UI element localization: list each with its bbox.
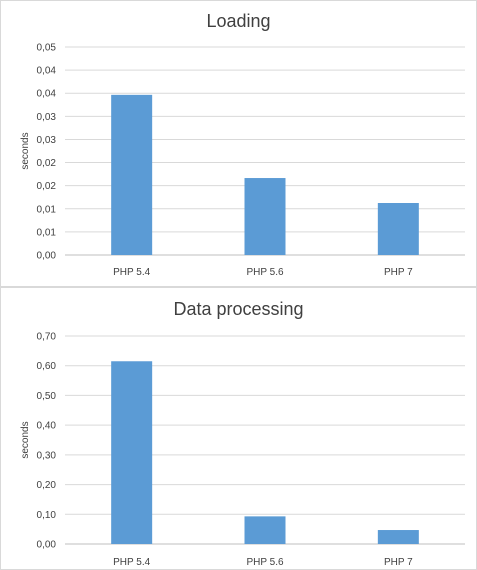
bar-php-7 [377, 530, 419, 544]
x-category-label: PHP 7 [384, 557, 413, 568]
x-category-label: PHP 5.6 [246, 557, 283, 568]
bar-php-5-6 [244, 178, 286, 255]
y-tick-label: 0,10 [37, 510, 57, 521]
y-tick-label: 0,50 [37, 391, 57, 402]
chart-title: Loading [206, 11, 270, 31]
x-category-label: PHP 5.4 [113, 267, 150, 278]
y-tick-label: 0,30 [37, 450, 57, 461]
bar-php-5-4 [111, 361, 153, 544]
y-tick-label: 0,02 [37, 158, 57, 169]
y-tick-label: 0,04 [37, 66, 57, 77]
y-tick-label: 0,02 [37, 181, 57, 192]
y-tick-label: 0,00 [37, 251, 57, 262]
y-tick-label: 0,20 [37, 480, 57, 491]
chart-title: Data processing [173, 299, 303, 319]
data-processing-chart-panel: Data processing 0,00 0,10 0,20 0,30 0,40 0,50 0… [0, 287, 477, 570]
bar-php-5-4 [111, 94, 153, 255]
x-category-label: PHP 5.4 [113, 557, 150, 568]
loading-chart: Loading 0,00 0,01 0,01 0,02 0,02 0,03 0,03 0,04 0… [20, 11, 465, 278]
x-category-label: PHP 5.6 [246, 267, 283, 278]
data-processing-chart: Data processing 0,00 0,10 0,20 0,30 0,40 0,50 0… [20, 299, 465, 568]
y-tick-label: 0,70 [37, 332, 57, 343]
y-tick-label: 0,03 [37, 135, 57, 146]
y-tick-label: 0,03 [37, 112, 57, 123]
y-axis-label: seconds [20, 421, 31, 458]
y-tick-label: 0,00 [37, 540, 57, 551]
y-tick-label: 0,40 [37, 421, 57, 432]
y-tick-label: 0,04 [37, 89, 57, 100]
y-tick-label: 0,05 [37, 43, 57, 54]
y-axis-label: seconds [20, 132, 31, 169]
y-tick-label: 0,01 [37, 204, 57, 215]
loading-chart-panel: Loading 0,00 0,01 0,01 0,02 0,02 0,03 0,03 0,04 0… [0, 0, 477, 287]
x-category-label: PHP 7 [384, 267, 413, 278]
y-tick-label: 0,01 [37, 227, 57, 238]
bar-php-5-6 [244, 516, 286, 544]
y-tick-label: 0,60 [37, 361, 57, 372]
bar-php-7 [377, 203, 419, 255]
